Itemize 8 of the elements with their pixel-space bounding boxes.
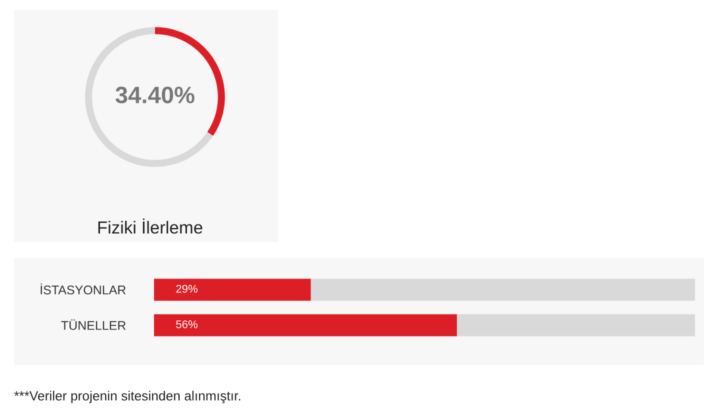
data-label: 29% [176,284,198,293]
donut-slice [85,27,214,167]
y-tick-label: TÜNELLER [61,319,126,330]
text: Fiziki İlerleme [98,218,202,234]
data-label: 56% [176,320,198,328]
y-tick-label: İSTASYONLAR [40,283,126,294]
text: ***Veriler projenin sitesinden alınmıştır. [14,390,240,404]
data-label: 34.40% [116,86,194,104]
